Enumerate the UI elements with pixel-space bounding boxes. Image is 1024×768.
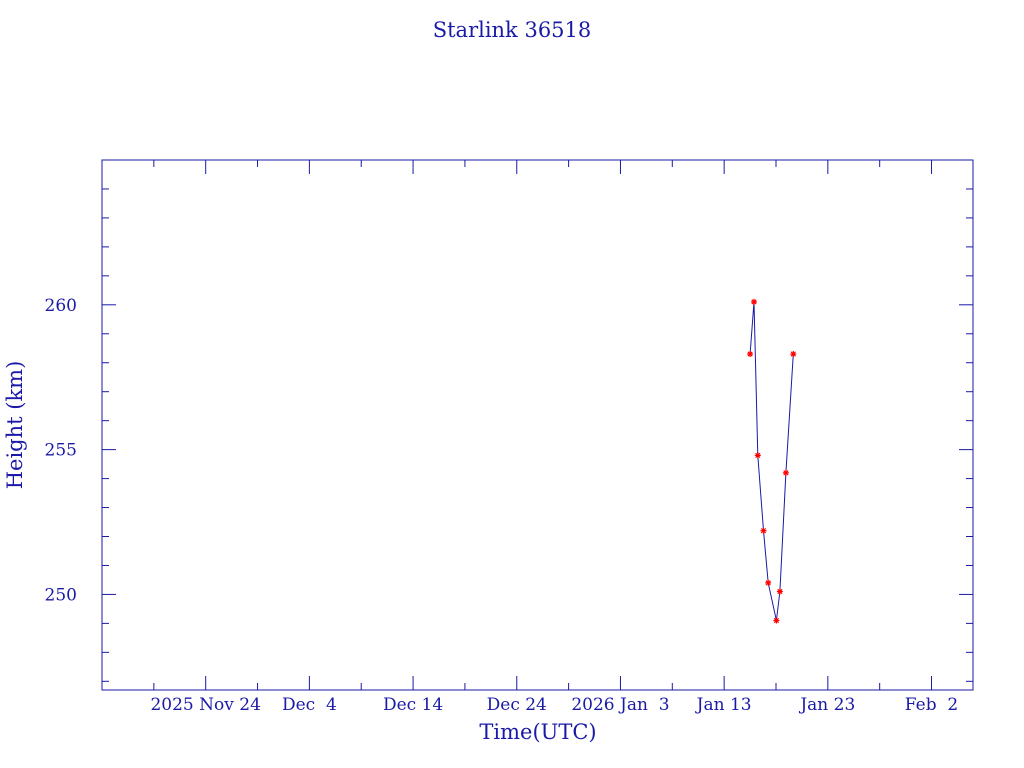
x-axis-label: Time(UTC) — [479, 720, 596, 744]
y-tick-label: 250 — [45, 585, 77, 605]
marker-stroke — [790, 351, 796, 357]
marker-stroke — [755, 452, 761, 459]
plot-frame — [101, 159, 974, 691]
series-line — [749, 301, 794, 621]
x-tick-label: Dec 4 — [282, 695, 337, 715]
data-point — [790, 351, 797, 357]
x-tick-label: Feb 2 — [905, 695, 958, 715]
marker-stroke — [765, 580, 771, 586]
data-point — [765, 579, 772, 586]
x-tick-label: 2025 Nov 24 — [150, 695, 260, 715]
data-point — [754, 452, 761, 459]
series-group — [747, 298, 797, 624]
chart-title: Starlink 36518 — [433, 18, 592, 42]
marker-stroke — [751, 299, 757, 305]
x-tick-label: Dec 24 — [487, 695, 547, 715]
data-point — [782, 469, 789, 476]
x-tick-labels: 2025 Nov 24 Dec 4 Dec 14 Dec 24 2026 Jan 3 Ja… — [150, 695, 958, 715]
x-tick-label: 2026 Jan 3 — [571, 695, 669, 715]
y-tick-label: 255 — [45, 441, 77, 461]
data-point — [751, 298, 757, 305]
marker-stroke — [783, 470, 789, 476]
x-tick-label: Jan 13 — [695, 695, 752, 715]
marker-stroke — [747, 351, 753, 357]
data-point — [773, 617, 780, 624]
y-tick-labels: 250 255 260 — [45, 296, 77, 606]
data-point — [760, 527, 767, 534]
x-tick-label: Dec 14 — [383, 695, 443, 715]
data-point — [776, 588, 783, 595]
data-point — [747, 351, 754, 357]
marker-stroke — [773, 617, 780, 624]
marker-stroke — [777, 588, 783, 595]
x-tick-label: Jan 23 — [798, 695, 855, 715]
y-axis-label: Height (km) — [3, 361, 27, 490]
axis-ticks — [101, 159, 973, 690]
y-tick-label: 260 — [45, 296, 77, 316]
marker-stroke — [760, 528, 767, 534]
